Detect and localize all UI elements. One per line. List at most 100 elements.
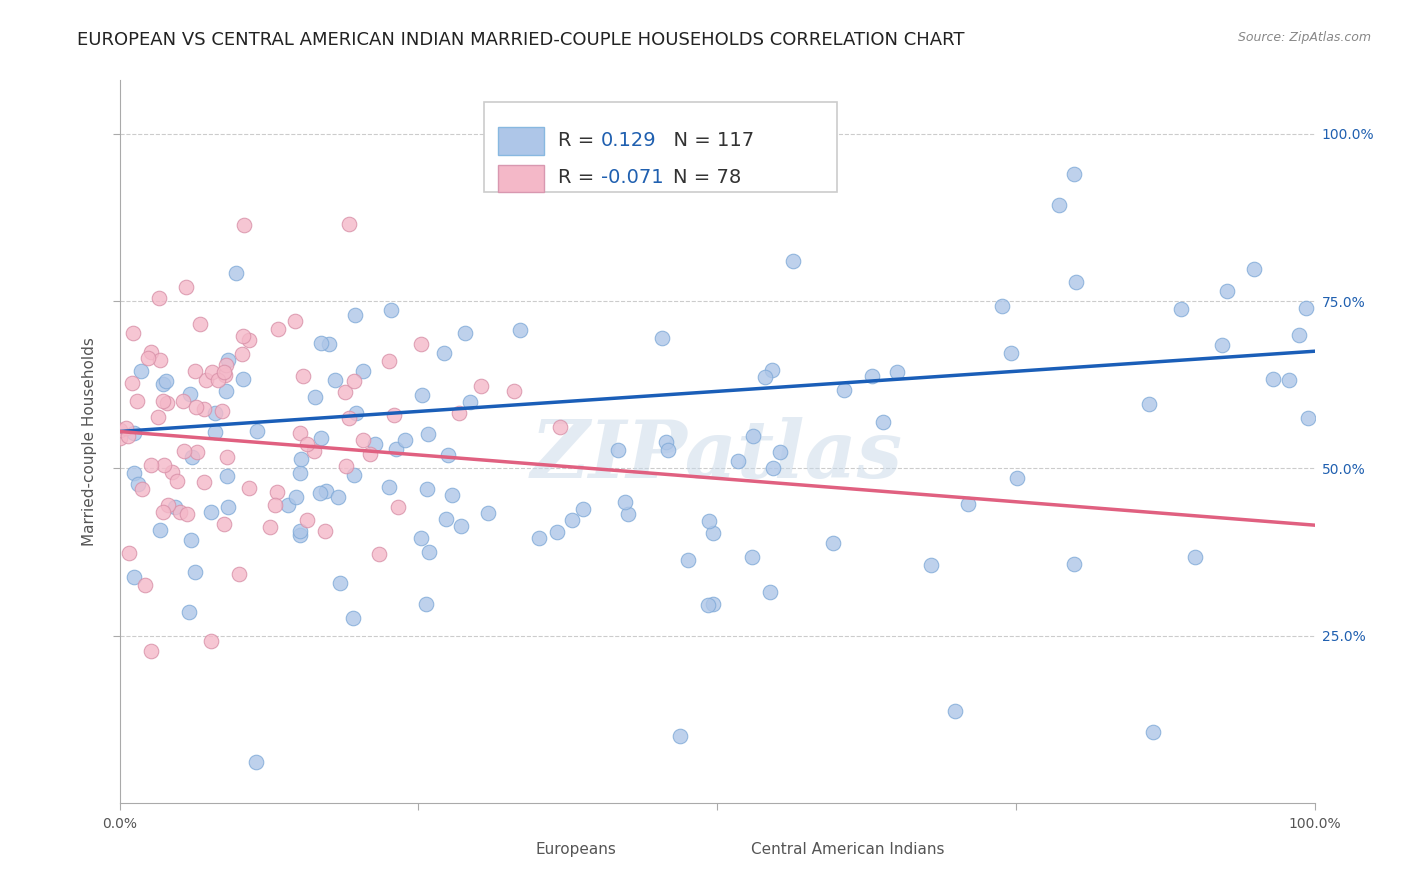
Point [343, 374, 366, 388]
Point [335, 458, 357, 473]
Text: ZIPatlas: ZIPatlas [531, 417, 903, 495]
Point [122, 466, 145, 480]
Point [129, 364, 152, 378]
Point [503, 384, 526, 398]
Point [344, 406, 367, 420]
Point [174, 280, 197, 294]
Point [990, 299, 1012, 313]
Point [655, 435, 678, 450]
Point [277, 498, 299, 512]
Point [697, 514, 720, 528]
Point [217, 353, 239, 368]
Point [741, 549, 763, 564]
Point [759, 584, 782, 599]
Point [215, 358, 238, 372]
Point [169, 505, 191, 519]
Text: EUROPEAN VS CENTRAL AMERICAN INDIAN MARRIED-COUPLE HOUSEHOLDS CORRELATION CHART: EUROPEAN VS CENTRAL AMERICAN INDIAN MARR… [77, 31, 965, 49]
Point [184, 400, 207, 414]
Point [181, 450, 204, 464]
Point [259, 519, 281, 533]
Point [215, 469, 238, 483]
Point [411, 388, 433, 402]
Point [297, 513, 319, 527]
Point [108, 431, 131, 445]
Point [415, 597, 437, 611]
Point [1005, 471, 1028, 485]
Point [284, 490, 307, 504]
Point [266, 485, 288, 500]
Point [572, 502, 595, 516]
Text: R =: R = [558, 131, 600, 150]
Point [697, 599, 720, 613]
Point [326, 490, 349, 504]
Point [409, 531, 432, 545]
Point [762, 461, 785, 475]
Point [214, 368, 236, 383]
Point [131, 483, 153, 497]
Point [702, 526, 724, 541]
Point [309, 485, 332, 500]
Point [166, 475, 188, 489]
Point [418, 426, 440, 441]
Point [323, 373, 346, 387]
Point [156, 395, 179, 409]
FancyBboxPatch shape [484, 102, 837, 193]
Point [200, 505, 222, 519]
Point [352, 434, 374, 448]
Point [128, 477, 150, 491]
Point [364, 437, 387, 451]
Point [1142, 725, 1164, 739]
Point [956, 496, 979, 510]
Point [152, 458, 174, 473]
Point [454, 326, 477, 340]
Point [134, 577, 156, 591]
Point [122, 426, 145, 441]
Point [141, 458, 163, 472]
Text: Source: ZipAtlas.com: Source: ZipAtlas.com [1237, 31, 1371, 45]
Point [183, 364, 205, 378]
Point [337, 410, 360, 425]
Point [245, 755, 267, 769]
Point [179, 387, 201, 401]
Point [394, 433, 416, 447]
Point [225, 267, 247, 281]
Point [193, 475, 215, 490]
Point [212, 365, 235, 379]
FancyBboxPatch shape [498, 128, 544, 154]
FancyBboxPatch shape [706, 840, 738, 862]
Point [754, 370, 776, 384]
Point [231, 347, 253, 361]
Point [304, 391, 326, 405]
Point [204, 406, 226, 420]
Point [217, 500, 239, 514]
Point [148, 291, 170, 305]
Point [440, 488, 463, 502]
Point [387, 500, 409, 515]
Point [214, 384, 236, 399]
Point [352, 364, 374, 378]
Point [125, 393, 148, 408]
Point [217, 450, 239, 464]
Point [122, 570, 145, 584]
Point [284, 314, 307, 328]
Point [529, 531, 551, 545]
Point [245, 424, 267, 438]
Point [228, 567, 250, 582]
Point [669, 729, 692, 743]
Point [267, 322, 290, 336]
Point [344, 309, 367, 323]
Point [860, 369, 883, 384]
Point [418, 545, 440, 559]
Point [657, 442, 679, 457]
Point [741, 428, 763, 442]
Point [1063, 167, 1085, 181]
Point [309, 431, 332, 445]
Point [548, 420, 571, 434]
Point [201, 365, 224, 379]
Point [232, 328, 254, 343]
Point [288, 426, 311, 441]
Point [769, 445, 792, 459]
Point [118, 546, 141, 560]
Point [676, 552, 699, 566]
Point [292, 368, 315, 383]
